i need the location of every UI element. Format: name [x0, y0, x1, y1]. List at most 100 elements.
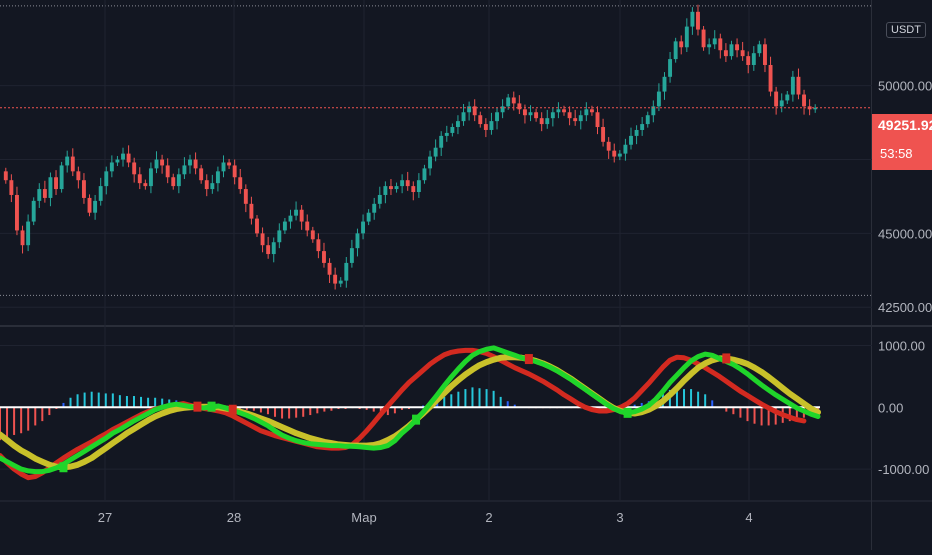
- candle-body: [132, 162, 137, 175]
- candle-body: [651, 106, 656, 116]
- histogram-bar: [132, 396, 135, 408]
- date-tick-label: 2: [485, 510, 492, 525]
- currency-badge[interactable]: USDT: [886, 22, 926, 38]
- candle-body: [528, 112, 533, 116]
- candle-body: [54, 177, 58, 190]
- histogram-bar: [161, 398, 164, 408]
- candle-body: [199, 168, 204, 181]
- crossover-marker: [524, 354, 533, 365]
- candle-body: [729, 44, 734, 57]
- candle-body: [500, 106, 505, 113]
- candle-body: [645, 115, 650, 125]
- candle-body: [617, 153, 622, 157]
- candle-body: [712, 38, 717, 45]
- histogram-bar: [118, 395, 121, 408]
- candle-body: [623, 144, 628, 154]
- candle-body: [768, 64, 773, 92]
- candle-body: [472, 106, 477, 116]
- crossover-marker: [193, 401, 202, 412]
- candle-body: [327, 262, 332, 275]
- histogram-bar: [640, 402, 643, 408]
- candle-body: [796, 76, 801, 95]
- candle-body: [389, 186, 393, 190]
- histogram-bar: [6, 407, 9, 438]
- candle-body: [701, 29, 706, 48]
- candle-body: [751, 53, 756, 65]
- histogram-bar: [464, 389, 467, 408]
- candle-body: [679, 41, 684, 48]
- candle-body: [450, 127, 455, 133]
- candle-body: [539, 118, 544, 125]
- histogram-bar: [499, 396, 502, 408]
- price-tick-label: 42500.00: [878, 300, 932, 315]
- candle-body: [182, 165, 187, 175]
- candle-body: [87, 197, 92, 213]
- candle-body: [545, 118, 550, 125]
- histogram-bar: [478, 388, 481, 408]
- last-price-value: 49251.92: [878, 117, 932, 133]
- histogram-bar: [41, 407, 44, 422]
- date-tick-label: 28: [227, 510, 241, 525]
- candle-body: [59, 165, 64, 190]
- histogram-bar: [13, 407, 16, 435]
- candle-body: [629, 135, 633, 145]
- candle-body: [377, 194, 382, 204]
- histogram-bar: [90, 391, 93, 408]
- candle-body: [455, 121, 460, 128]
- candle-body: [143, 183, 148, 187]
- candle-body: [37, 189, 42, 201]
- candle-body: [137, 174, 142, 184]
- candle-body: [662, 76, 667, 92]
- histogram-bar: [309, 407, 312, 416]
- candle-body: [344, 262, 349, 281]
- candle-body: [249, 203, 254, 219]
- candle-body: [104, 171, 109, 187]
- histogram-bar: [154, 397, 157, 408]
- candle-body: [70, 156, 75, 172]
- histogram-bar: [732, 407, 735, 415]
- histogram-bar: [83, 392, 86, 408]
- candle-body: [444, 132, 449, 136]
- candle-body: [495, 112, 499, 122]
- candle-body: [148, 168, 153, 187]
- candle-body: [567, 112, 572, 119]
- candle-body: [422, 168, 427, 181]
- histogram-bar: [27, 407, 30, 431]
- candle-body: [299, 209, 304, 222]
- candle-body: [121, 153, 125, 160]
- histogram-bar: [683, 389, 686, 408]
- crossover-marker: [59, 462, 68, 473]
- candle-body: [763, 44, 767, 65]
- candle-body: [26, 221, 31, 246]
- histogram-bar: [295, 407, 298, 418]
- candle-body: [238, 177, 243, 190]
- histogram-bar: [795, 407, 798, 421]
- histogram-bar: [245, 407, 248, 410]
- candle-body: [522, 109, 527, 116]
- candle-body: [81, 180, 86, 198]
- candle-body: [550, 112, 555, 119]
- candle-body: [31, 200, 36, 222]
- candle-body: [227, 162, 232, 166]
- candle-body: [215, 171, 220, 184]
- candle-body: [779, 100, 784, 107]
- osc-tick-label: -1000.00: [878, 462, 929, 477]
- histogram-bar: [633, 404, 636, 408]
- candle-body: [640, 124, 645, 130]
- histogram-bar: [97, 392, 100, 408]
- candle-body: [534, 112, 539, 119]
- histogram-bar: [20, 407, 23, 434]
- histogram-bar: [302, 407, 305, 417]
- candle-body: [126, 153, 131, 163]
- candle-body: [684, 26, 689, 48]
- histogram-bar: [753, 407, 756, 424]
- candle-body: [255, 218, 259, 234]
- histogram-bar: [704, 394, 707, 408]
- candle-body: [589, 109, 594, 113]
- histogram-bar: [274, 407, 277, 417]
- candle-body: [723, 50, 728, 57]
- histogram-bar: [323, 407, 326, 412]
- histogram-bar: [288, 407, 291, 419]
- candle-body: [428, 156, 432, 169]
